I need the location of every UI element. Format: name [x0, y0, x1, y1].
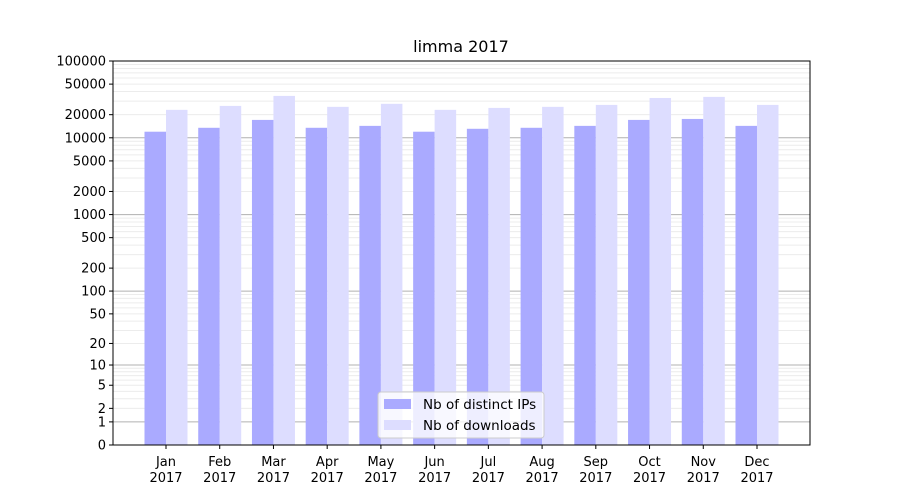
- y-tick-label: 50000: [65, 78, 106, 93]
- y-tick-label: 2: [98, 402, 106, 417]
- x-tick-label: Jul 2017: [472, 455, 505, 486]
- bar-downloads: [649, 97, 672, 445]
- x-tick-label: Feb 2017: [203, 455, 236, 486]
- y-tick-label: 5: [98, 379, 106, 394]
- bars: [144, 95, 779, 445]
- x-tick-label: Jan 2017: [149, 455, 182, 486]
- bar-downloads: [542, 106, 564, 445]
- x-tick-label: Dec 2017: [740, 455, 773, 486]
- y-tick-label: 10000: [65, 131, 106, 146]
- legend-label-downloads: Nb of downloads: [423, 418, 536, 434]
- chart-title: limma 2017: [413, 37, 509, 56]
- bar-downloads: [273, 95, 295, 445]
- bar-distinct-ips: [144, 131, 166, 445]
- bar-downloads: [327, 106, 349, 445]
- plot-frame: [112, 60, 811, 446]
- x-tick-label: Oct 2017: [633, 455, 666, 486]
- bar-distinct-ips: [466, 128, 489, 445]
- y-axis: 0 12 5 10 20 50 100 200 500 1000 2000 5000 10000 2000…: [56, 55, 113, 454]
- bar-downloads: [434, 109, 457, 445]
- bar-distinct-ips: [198, 127, 220, 445]
- bar-downloads: [219, 105, 242, 445]
- y-tick-label: 200: [81, 262, 106, 277]
- y-tick-label: 1: [98, 415, 106, 430]
- y-tick-label: 10: [89, 359, 106, 374]
- bar-downloads: [703, 96, 725, 445]
- bar-downloads: [595, 104, 618, 445]
- x-tick-label: Mar 2017: [257, 455, 290, 486]
- bar-distinct-ips: [251, 119, 274, 445]
- legend-swatch-ips: [384, 399, 411, 409]
- bar-distinct-ips: [574, 125, 596, 445]
- bar-downloads: [166, 109, 188, 445]
- legend: Nb of distinct IPs Nb of downloads: [377, 391, 545, 439]
- x-tick-label: Jun 2017: [418, 455, 451, 486]
- y-tick-label: 100000: [56, 55, 106, 70]
- bar-distinct-ips: [628, 119, 650, 445]
- y-tick-label: 100: [81, 285, 106, 300]
- legend-label-ips: Nb of distinct IPs: [423, 397, 536, 413]
- x-tick-label: May 2017: [364, 455, 397, 486]
- bar-distinct-ips: [359, 125, 381, 445]
- bar-downloads: [380, 103, 403, 445]
- y-tick-label: 5000: [73, 154, 106, 169]
- bar-downloads: [488, 107, 510, 445]
- y-tick-label: 20000: [65, 108, 106, 123]
- bar-distinct-ips: [735, 125, 757, 445]
- x-axis: Jan 2017 Feb 2017 Mar 2017 Apr 2017 May 2017 Jun 20…: [149, 445, 774, 486]
- x-tick-label: Aug 2017: [526, 455, 559, 486]
- y-tick-label: 50: [89, 307, 106, 322]
- legend-swatch-downloads: [384, 420, 411, 430]
- bar-distinct-ips: [681, 118, 704, 445]
- y-tick-label: 500: [81, 231, 106, 246]
- x-tick-label: Apr 2017: [311, 455, 344, 486]
- y-tick-label: 2000: [73, 185, 106, 200]
- x-tick-label: Sep 2017: [579, 455, 612, 486]
- bar-distinct-ips: [413, 131, 435, 445]
- y-tick-label: 1000: [73, 208, 106, 223]
- bar-distinct-ips: [520, 127, 543, 445]
- bar-downloads: [757, 104, 779, 445]
- legend-box: [377, 391, 545, 439]
- y-tick-label: 20: [89, 337, 106, 352]
- x-tick-label: Nov 2017: [687, 455, 720, 486]
- y-tick-label: 0: [98, 439, 106, 454]
- bar-distinct-ips: [305, 127, 328, 445]
